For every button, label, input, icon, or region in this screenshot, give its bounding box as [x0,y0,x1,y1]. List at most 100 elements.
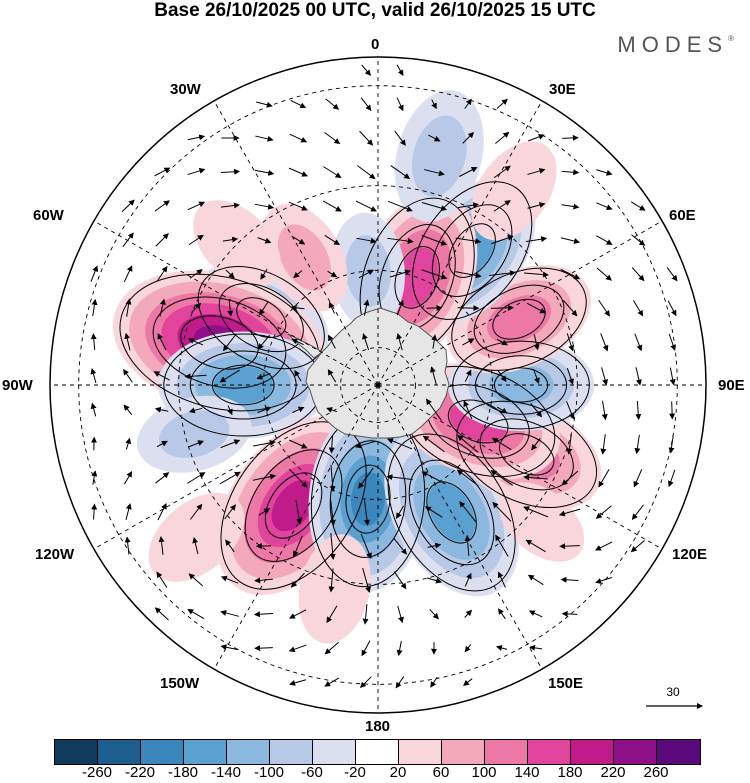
wind-arrow [387,438,413,450]
wind-arrow [329,499,336,526]
wind-arrow [631,267,645,282]
wind-arrow [635,400,642,421]
wind-arrow [463,678,473,686]
anomaly-blob [394,90,484,222]
wind-arrow [356,237,377,244]
colorbar-labels: -260 -220 -180 -140 -100 -60 -20 20 60 100 140 180 2… [54,764,703,782]
wind-arrow [91,503,98,520]
wind-arrow [496,406,508,414]
wind-arrow [430,676,438,688]
wind-arrow [362,333,370,351]
wind-arrow [464,98,472,109]
meridian-line [377,384,663,550]
wind-arrow [191,302,202,313]
wind-arrow [497,571,506,588]
colorbar-swatch [614,740,657,764]
wind-arrow [220,575,239,584]
wind-arrow [291,338,304,346]
wind-arrow [326,605,338,624]
wind-arrow [497,370,507,382]
wind-arrow [124,332,131,351]
anomaly-level [411,115,467,197]
wind-arrow [387,200,413,212]
wind-arrow [159,298,166,317]
wind-arrow [528,134,545,142]
lon-label-90w: 90W [2,377,33,394]
wind-arrow [431,334,438,349]
wind-arrow [491,304,514,311]
wind-arrow [421,471,446,485]
wind-arrow [292,406,305,414]
wind-arrow [158,536,165,556]
wind-arrow [326,407,338,413]
wind-arrow [491,235,514,245]
colorbar-swatch [141,740,184,764]
wind-arrow [427,542,442,549]
wind-arrow [558,508,581,517]
colorbar-swatch [313,740,356,764]
colorbar-swatch [270,740,313,764]
registered-mark: ® [728,34,734,43]
wind-arrow [600,333,609,352]
wind-arrow [523,474,548,481]
wind-arrow [397,605,404,624]
wind-arrow [459,167,478,177]
wind-arrow [601,367,608,386]
anomaly-blob [193,200,281,288]
wind-arrow [290,572,305,588]
wind-arrow [532,368,540,384]
lon-label-180: 180 [365,718,391,735]
wind-arrow [464,609,473,618]
wind-arrow [598,469,610,488]
colorbar-swatch [571,740,614,764]
colorbar-tick-label: -180 [167,764,199,781]
wind-arrow [154,200,170,212]
wind-arrow [596,267,612,281]
wind-arrow [258,508,271,516]
anomaly-level [271,480,316,532]
meridian-line [377,220,663,386]
wind-arrow [125,437,132,450]
colorbar-tick-label: 180 [557,764,583,781]
wind-arrow [596,202,613,211]
wind-arrow [356,165,376,180]
wind-arrow [324,641,339,655]
contour-line [329,440,407,558]
wind-arrow [155,233,169,247]
wind-arrow [153,371,170,381]
wind-arrow [257,237,272,244]
colorbar-tick-label: -220 [124,764,156,781]
colorbar-swatch [184,740,227,764]
wind-arrow [260,268,268,280]
wind-arrow [360,97,372,111]
wind-arrow [122,232,134,248]
wind-arrow [292,535,303,558]
wind-arrow [328,301,335,314]
contour-line [448,223,496,278]
wind-arrow [395,676,405,689]
colorbar-tick-label: -260 [81,764,113,781]
wind-arrow [600,434,607,455]
wind-arrow [493,200,511,212]
anomaly-level [471,141,557,241]
wind-arrow [288,644,307,653]
wind-arrow [566,333,575,352]
wind-arrow [124,536,131,555]
meridian-line [377,100,543,386]
wind-arrow [457,435,479,453]
wind-arrow [328,568,335,593]
wind-arrow [596,235,613,245]
colorbar-tick-label: 60 [432,764,450,781]
wind-arrow [561,470,579,486]
wind-arrow [157,333,167,351]
wind-arrow [259,301,269,316]
wind-arrow [359,676,372,689]
contour-lines [119,181,598,592]
contour-line [394,246,440,309]
wind-arrow [355,200,377,212]
wind-arrow [396,640,403,657]
wind-arrow [328,435,335,454]
wind-arrow [389,269,411,278]
map-border [49,56,707,714]
wind-arrow [253,611,274,618]
